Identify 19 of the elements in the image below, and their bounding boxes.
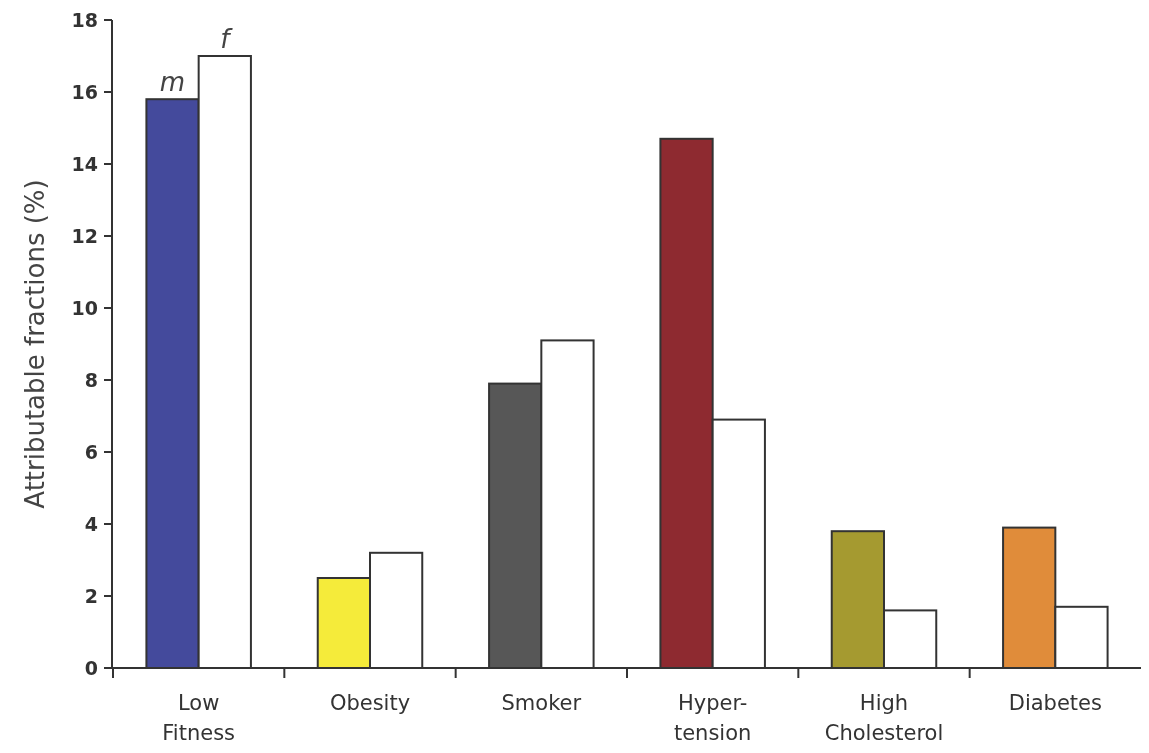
x-tick-label: Hyper- tension <box>673 691 752 745</box>
y-tick-label: 10 <box>71 296 98 319</box>
y-tick-label: 4 <box>84 512 98 535</box>
y-tick-label: 6 <box>84 440 98 463</box>
y-tick-label: 8 <box>84 368 98 391</box>
y-tick-label: 14 <box>71 152 98 175</box>
series-label: m <box>159 67 186 98</box>
x-tick-label: Low Fitness <box>162 691 236 745</box>
y-tick-label: 2 <box>84 584 98 607</box>
x-tick-label: High Cholesterol <box>824 691 944 745</box>
y-tick-label: 16 <box>71 80 98 103</box>
series-label: f <box>220 24 234 54</box>
y-axis-title: Attributable fractions (%) <box>20 179 50 509</box>
x-tick-label: Obesity <box>329 691 411 715</box>
y-tick-label: 0 <box>84 656 98 679</box>
y-tick-label: 18 <box>71 8 98 31</box>
x-tick-label: Diabetes <box>1008 691 1102 715</box>
x-tick-label: Smoker <box>501 691 582 715</box>
y-tick-label: 12 <box>71 224 98 247</box>
